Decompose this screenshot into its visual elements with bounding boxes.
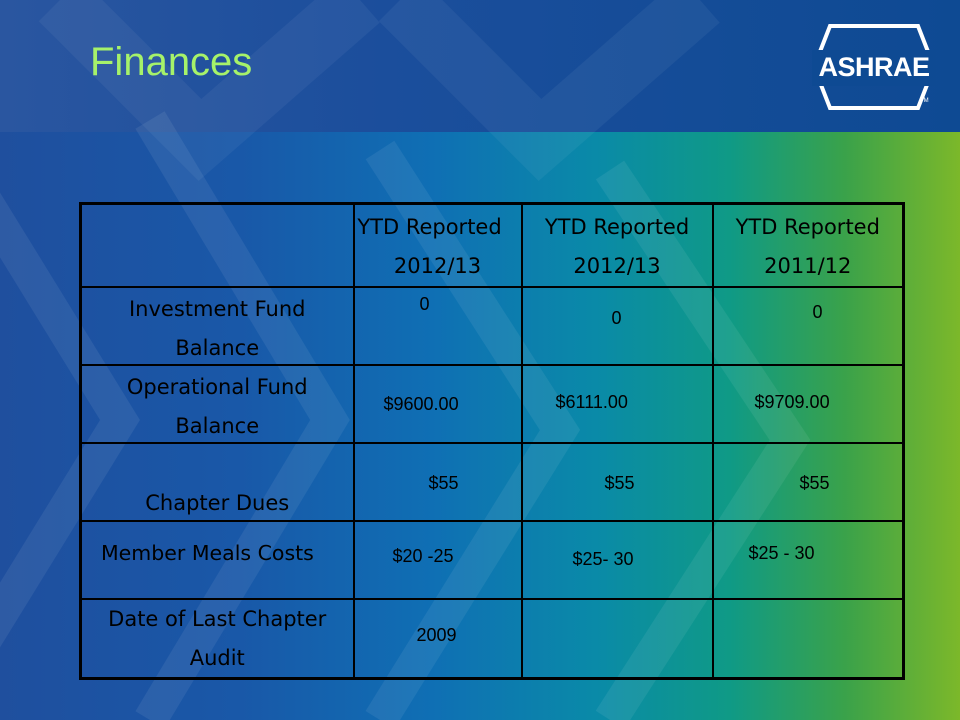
page-title: Finances [90,40,253,84]
row-label-cell: Chapter Dues [79,442,355,523]
table-row: Date of Last Chapter Audit 2009 [79,598,905,680]
value-cell: $6111.00 [520,364,714,444]
row-label-cell: Member Meals Costs [79,520,355,600]
value-cell: 0 [352,286,523,366]
row-label: Chapter Dues [82,484,353,523]
row-label-line: Chapter Dues [145,491,290,515]
row-label-line: Balance [175,336,260,360]
header-cell-empty [79,202,355,288]
header-line: 2012/13 [573,254,661,278]
header-line: YTD Reported [357,215,502,239]
cell-value: $9709.00 [754,392,830,412]
value-cell: $25 - 30 [711,520,905,600]
header-cell: YTD Reported 2011/12 [711,202,905,288]
table-row: Operational Fund Balance $9600.00 $6111.0… [79,364,905,446]
table-row: Member Meals Costs $20 -25 $25- 30 $25 -… [79,520,905,600]
header-line: YTD Reported [735,215,880,239]
row-label-line: Investment Fund [128,297,306,321]
value-cell [520,598,714,680]
cell-value: $55 [428,473,459,493]
table-row: Chapter Dues $55 $55 $55 [79,442,905,523]
cell-value: 0 [611,308,622,328]
row-label-line: Date of Last Chapter [108,607,327,631]
cell-value: $25- 30 [572,549,634,569]
value-cell: $55 [711,442,905,522]
finances-table: YTD Reported 2012/13 YTD Reported 2012/13 … [79,202,905,680]
table-row: Investment Fund Balance 0 0 0 [79,286,905,368]
value-cell: $55 [520,442,714,522]
header-cell: YTD Reported 2012/13 [520,202,714,288]
header-cell: YTD Reported 2012/13 [352,202,523,288]
value-cell: 0 [711,286,905,366]
row-label: Member Meals Costs [101,534,314,573]
logo-wordmark: ASHRAE [818,52,930,82]
value-cell: $9600.00 [352,364,523,444]
header-line: YTD Reported [544,215,690,239]
header-band [0,0,960,132]
value-cell: $25- 30 [520,520,714,600]
row-label: Date of Last Chapter Audit [82,600,353,678]
row-label-cell: Investment Fund Balance [79,286,355,368]
row-label-line: Operational Fund [126,375,308,399]
cell-value: $55 [604,473,635,493]
value-cell: $20 -25 [352,520,523,600]
cell-value: 0 [419,294,430,314]
row-label-cell: Operational Fund Balance [79,364,355,446]
hexagon-logo-icon [811,24,937,110]
value-cell: 0 [520,286,714,366]
ashrae-logo: ASHRAE TM [811,24,937,110]
cell-value: $9600.00 [383,394,459,414]
table-header-row: YTD Reported 2012/13 YTD Reported 2012/13 … [79,202,905,288]
cell-value: $55 [799,473,830,493]
cell-value: 2009 [416,625,457,645]
cell-value: $20 -25 [392,546,454,566]
value-cell [711,598,905,680]
header-line: 2012/13 [393,254,482,278]
logo-trademark: TM [920,98,929,104]
value-cell: $55 [352,442,523,522]
row-label-cell: Date of Last Chapter Audit [79,598,355,680]
cell-value: $25 - 30 [748,543,815,563]
row-label-line: Member Meals Costs [101,541,314,565]
row-label-line: Balance [175,414,260,438]
cell-value: 0 [812,302,823,322]
value-cell: $9709.00 [711,364,905,444]
row-label: Operational Fund Balance [82,368,353,446]
value-cell: 2009 [352,598,523,680]
row-label-line: Audit [189,646,245,670]
row-label: Investment Fund Balance [82,290,353,368]
header-line: 2011/12 [764,254,852,278]
cell-value: $6111.00 [555,392,628,412]
